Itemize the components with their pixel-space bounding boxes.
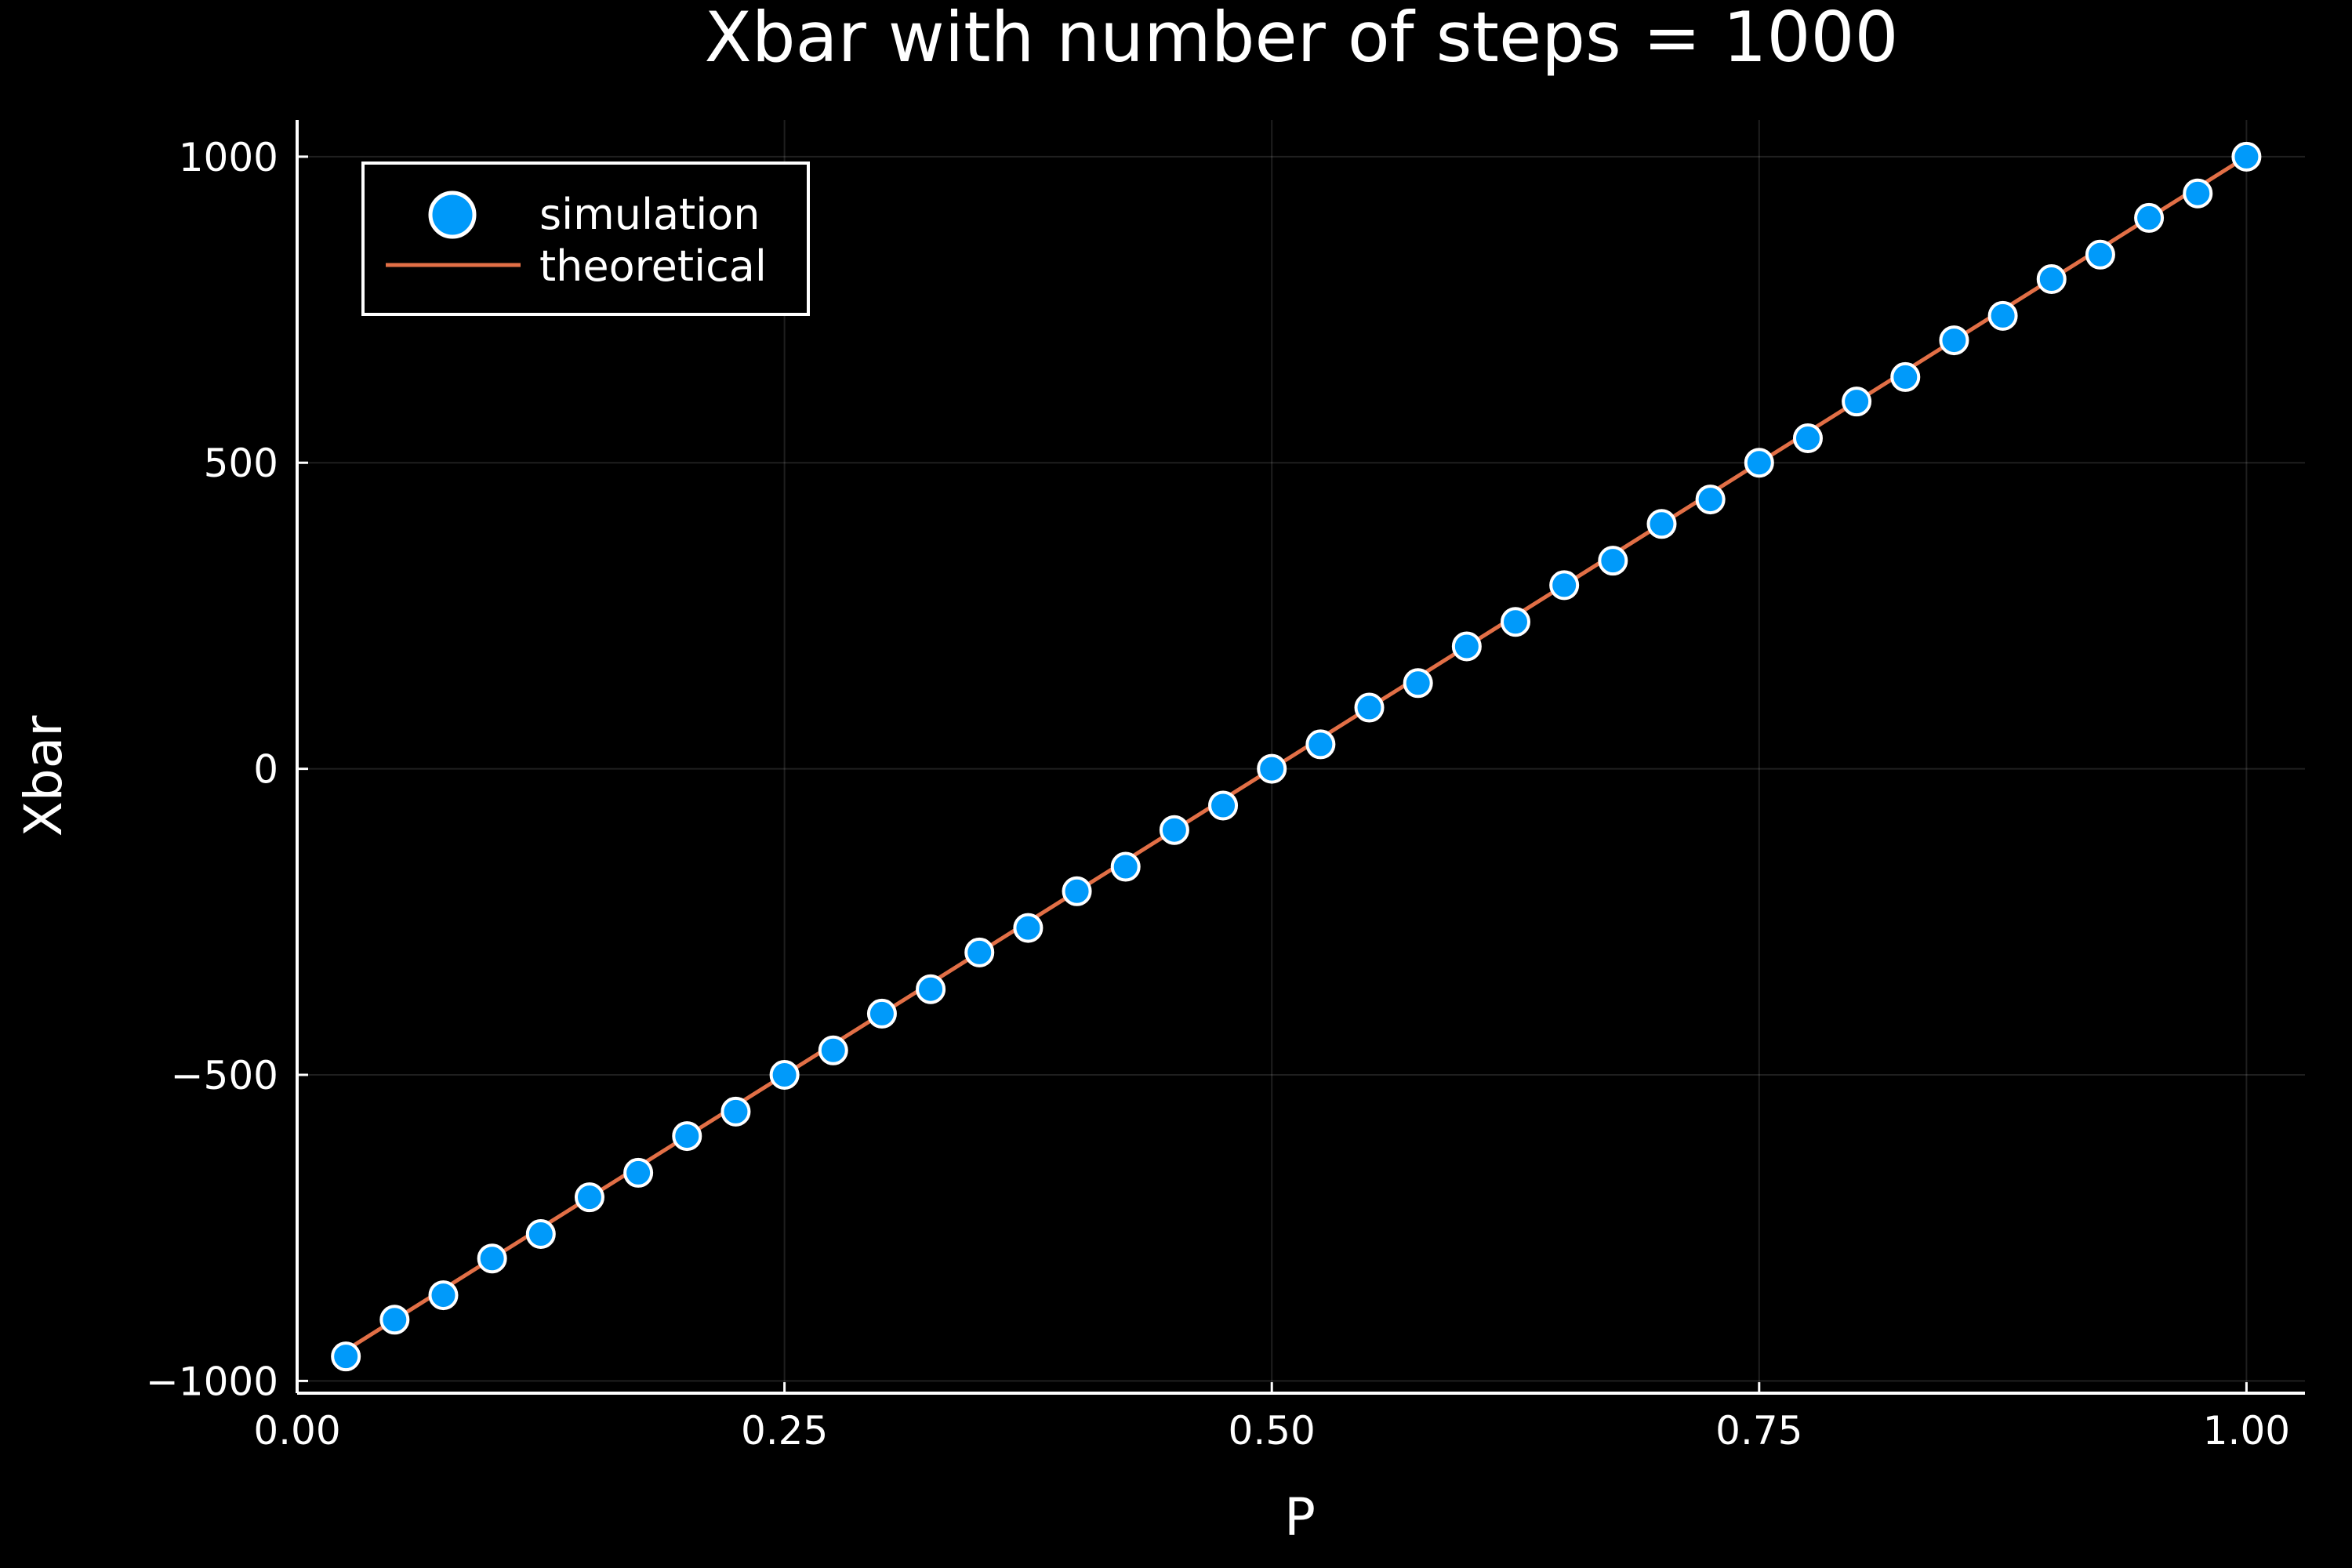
simulation-point: [574, 1182, 604, 1213]
legend-simulation-marker: [428, 191, 477, 239]
simulation-point: [769, 1060, 800, 1090]
simulation-point: [1257, 753, 1287, 784]
simulation-point: [1744, 448, 1774, 478]
simulation-point: [623, 1157, 654, 1188]
y-tick-label: −500: [171, 1053, 278, 1098]
simulation-point: [1939, 325, 1969, 356]
x-tick-label: 0.50: [1229, 1408, 1316, 1454]
simulation-point: [1208, 790, 1239, 821]
x-axis-label: P: [1284, 1487, 1316, 1548]
simulation-point: [1062, 876, 1092, 906]
simulation-point: [2134, 202, 2165, 233]
legend-theoretical-label: theoretical: [539, 241, 767, 291]
simulation-point: [1403, 668, 1433, 699]
y-tick-label: 1000: [179, 135, 278, 180]
simulation-point: [2183, 178, 2213, 209]
simulation-point: [1890, 361, 1921, 392]
grid: [296, 120, 2305, 1393]
simulation-point: [1987, 300, 2018, 331]
x-tick-label: 0.75: [1715, 1408, 1802, 1454]
axes: [296, 120, 2305, 1395]
simulation-point: [672, 1121, 702, 1152]
y-axis-label: Xbar: [13, 715, 74, 837]
y-tick-label: 0: [253, 747, 278, 793]
simulation-point: [1646, 509, 1677, 539]
simulation-point: [379, 1305, 410, 1335]
legend: simulation theoretical: [361, 162, 810, 316]
simulation-point: [1305, 729, 1336, 760]
ticks: 0.00 0.25 0.50 0.75 1.00 −1000 −500 0 500 1000: [146, 135, 2290, 1454]
legend-simulation-label: simulation: [539, 190, 760, 239]
simulation-point: [2036, 264, 2067, 294]
x-tick-label: 1.00: [2203, 1408, 2290, 1454]
y-tick-label: 500: [204, 441, 278, 486]
simulation-point: [866, 998, 897, 1029]
simulation-point: [1842, 387, 1872, 417]
simulation-point: [1501, 607, 1531, 637]
simulation-point: [1159, 815, 1189, 845]
simulation-series: [331, 141, 2262, 1372]
theoretical-line: [344, 154, 2248, 1352]
simulation-point: [477, 1243, 507, 1274]
simulation-point: [916, 974, 946, 1004]
x-tick-label: 0.25: [741, 1408, 828, 1454]
legend-box: [361, 162, 810, 316]
simulation-point: [1598, 546, 1628, 576]
simulation-point: [720, 1096, 751, 1127]
simulation-point: [525, 1219, 556, 1249]
simulation-point: [2085, 239, 2115, 270]
simulation-point: [428, 1280, 459, 1311]
simulation-point: [1792, 423, 1823, 453]
simulation-point: [2231, 141, 2262, 172]
simulation-point: [1013, 913, 1044, 943]
x-tick-label: 0.00: [253, 1408, 340, 1454]
theoretical-series: [344, 154, 2248, 1352]
simulation-point: [1354, 692, 1385, 723]
simulation-point: [1451, 631, 1482, 662]
simulation-point: [964, 937, 995, 967]
simulation-point: [331, 1341, 361, 1372]
simulation-point: [1549, 570, 1580, 601]
simulation-point: [1695, 485, 1726, 515]
chart-title: Xbar with number of steps = 1000: [705, 0, 1899, 78]
simulation-point: [818, 1035, 848, 1065]
simulation-point: [1110, 851, 1141, 882]
y-tick-label: −1000: [146, 1359, 278, 1404]
